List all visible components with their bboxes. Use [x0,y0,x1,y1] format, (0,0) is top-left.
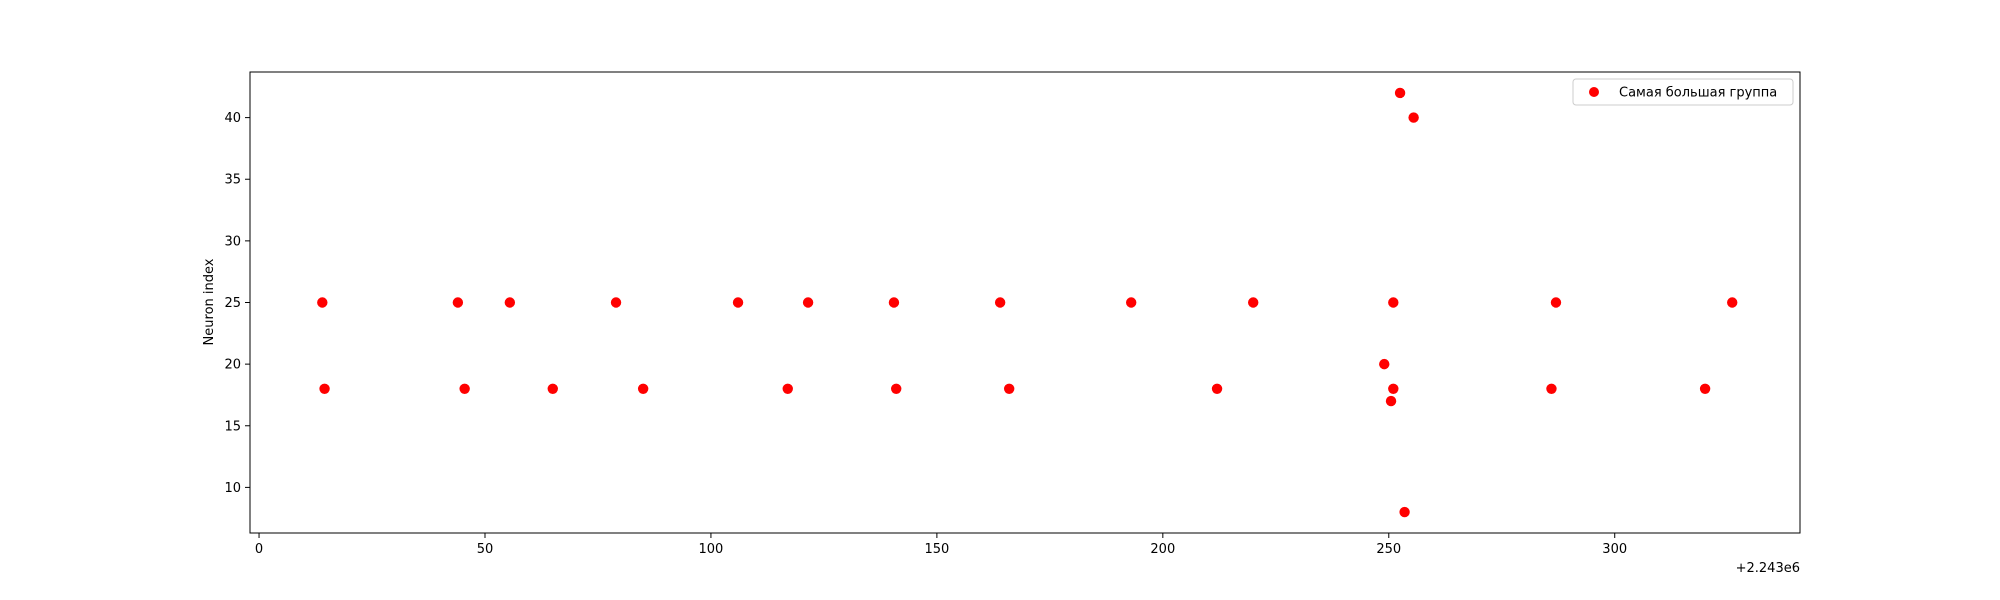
data-point [1550,297,1562,308]
data-point [1408,112,1419,123]
data-point [891,383,902,394]
legend-marker [1589,87,1599,97]
data-point [1003,383,1015,394]
data-point [637,383,649,394]
plot-frame [249,71,1801,534]
data-point [888,297,900,308]
data-points [317,87,1738,518]
y-tick-label: 20 [224,358,241,373]
data-point [317,297,328,308]
x-tick-label: 50 [477,542,494,557]
data-point [319,383,330,394]
data-point [452,297,464,308]
data-point [1388,297,1399,308]
x-tick-label: 200 [1150,542,1175,557]
y-tick-label: 35 [224,173,241,188]
data-point [610,297,622,308]
x-axis-offset-label: +2.243e6 [1736,561,1800,576]
data-point [1546,383,1557,394]
data-point [802,297,814,308]
y-axis-label: Neuron index [202,258,217,345]
data-point [1399,506,1410,518]
data-point [782,383,793,394]
data-point [459,383,470,394]
y-tick-label: 40 [224,111,241,126]
data-point [504,297,516,308]
data-point [994,297,1006,308]
data-point [1699,383,1711,394]
x-tick-label: 150 [924,542,949,557]
y-tick-label: 15 [224,419,241,434]
y-tick-label: 10 [224,481,241,496]
data-point [1394,87,1406,99]
y-tick-label: 25 [224,296,241,311]
x-tick-label: 0 [255,542,263,557]
y-axis: 10 15 20 25 30 35 40 [224,111,250,496]
data-point [1248,297,1259,308]
data-point [1211,383,1223,394]
data-point [732,297,744,308]
legend-label: Самая большая группа [1619,86,1777,101]
data-point [1379,358,1390,370]
y-tick-label: 30 [224,234,241,249]
x-tick-label: 300 [1602,542,1627,557]
data-point [1125,297,1137,308]
x-tick-label: 100 [699,542,724,557]
data-point [1727,297,1738,308]
legend-box [1572,78,1794,106]
data-point [1385,395,1397,407]
plot-area [250,72,1800,533]
x-axis: 0 50 100 150 200 250 300 [255,533,1627,557]
data-point [547,383,558,394]
legend: Самая большая группа [1572,78,1794,106]
data-point [1388,383,1399,394]
x-tick-label: 250 [1376,542,1401,557]
